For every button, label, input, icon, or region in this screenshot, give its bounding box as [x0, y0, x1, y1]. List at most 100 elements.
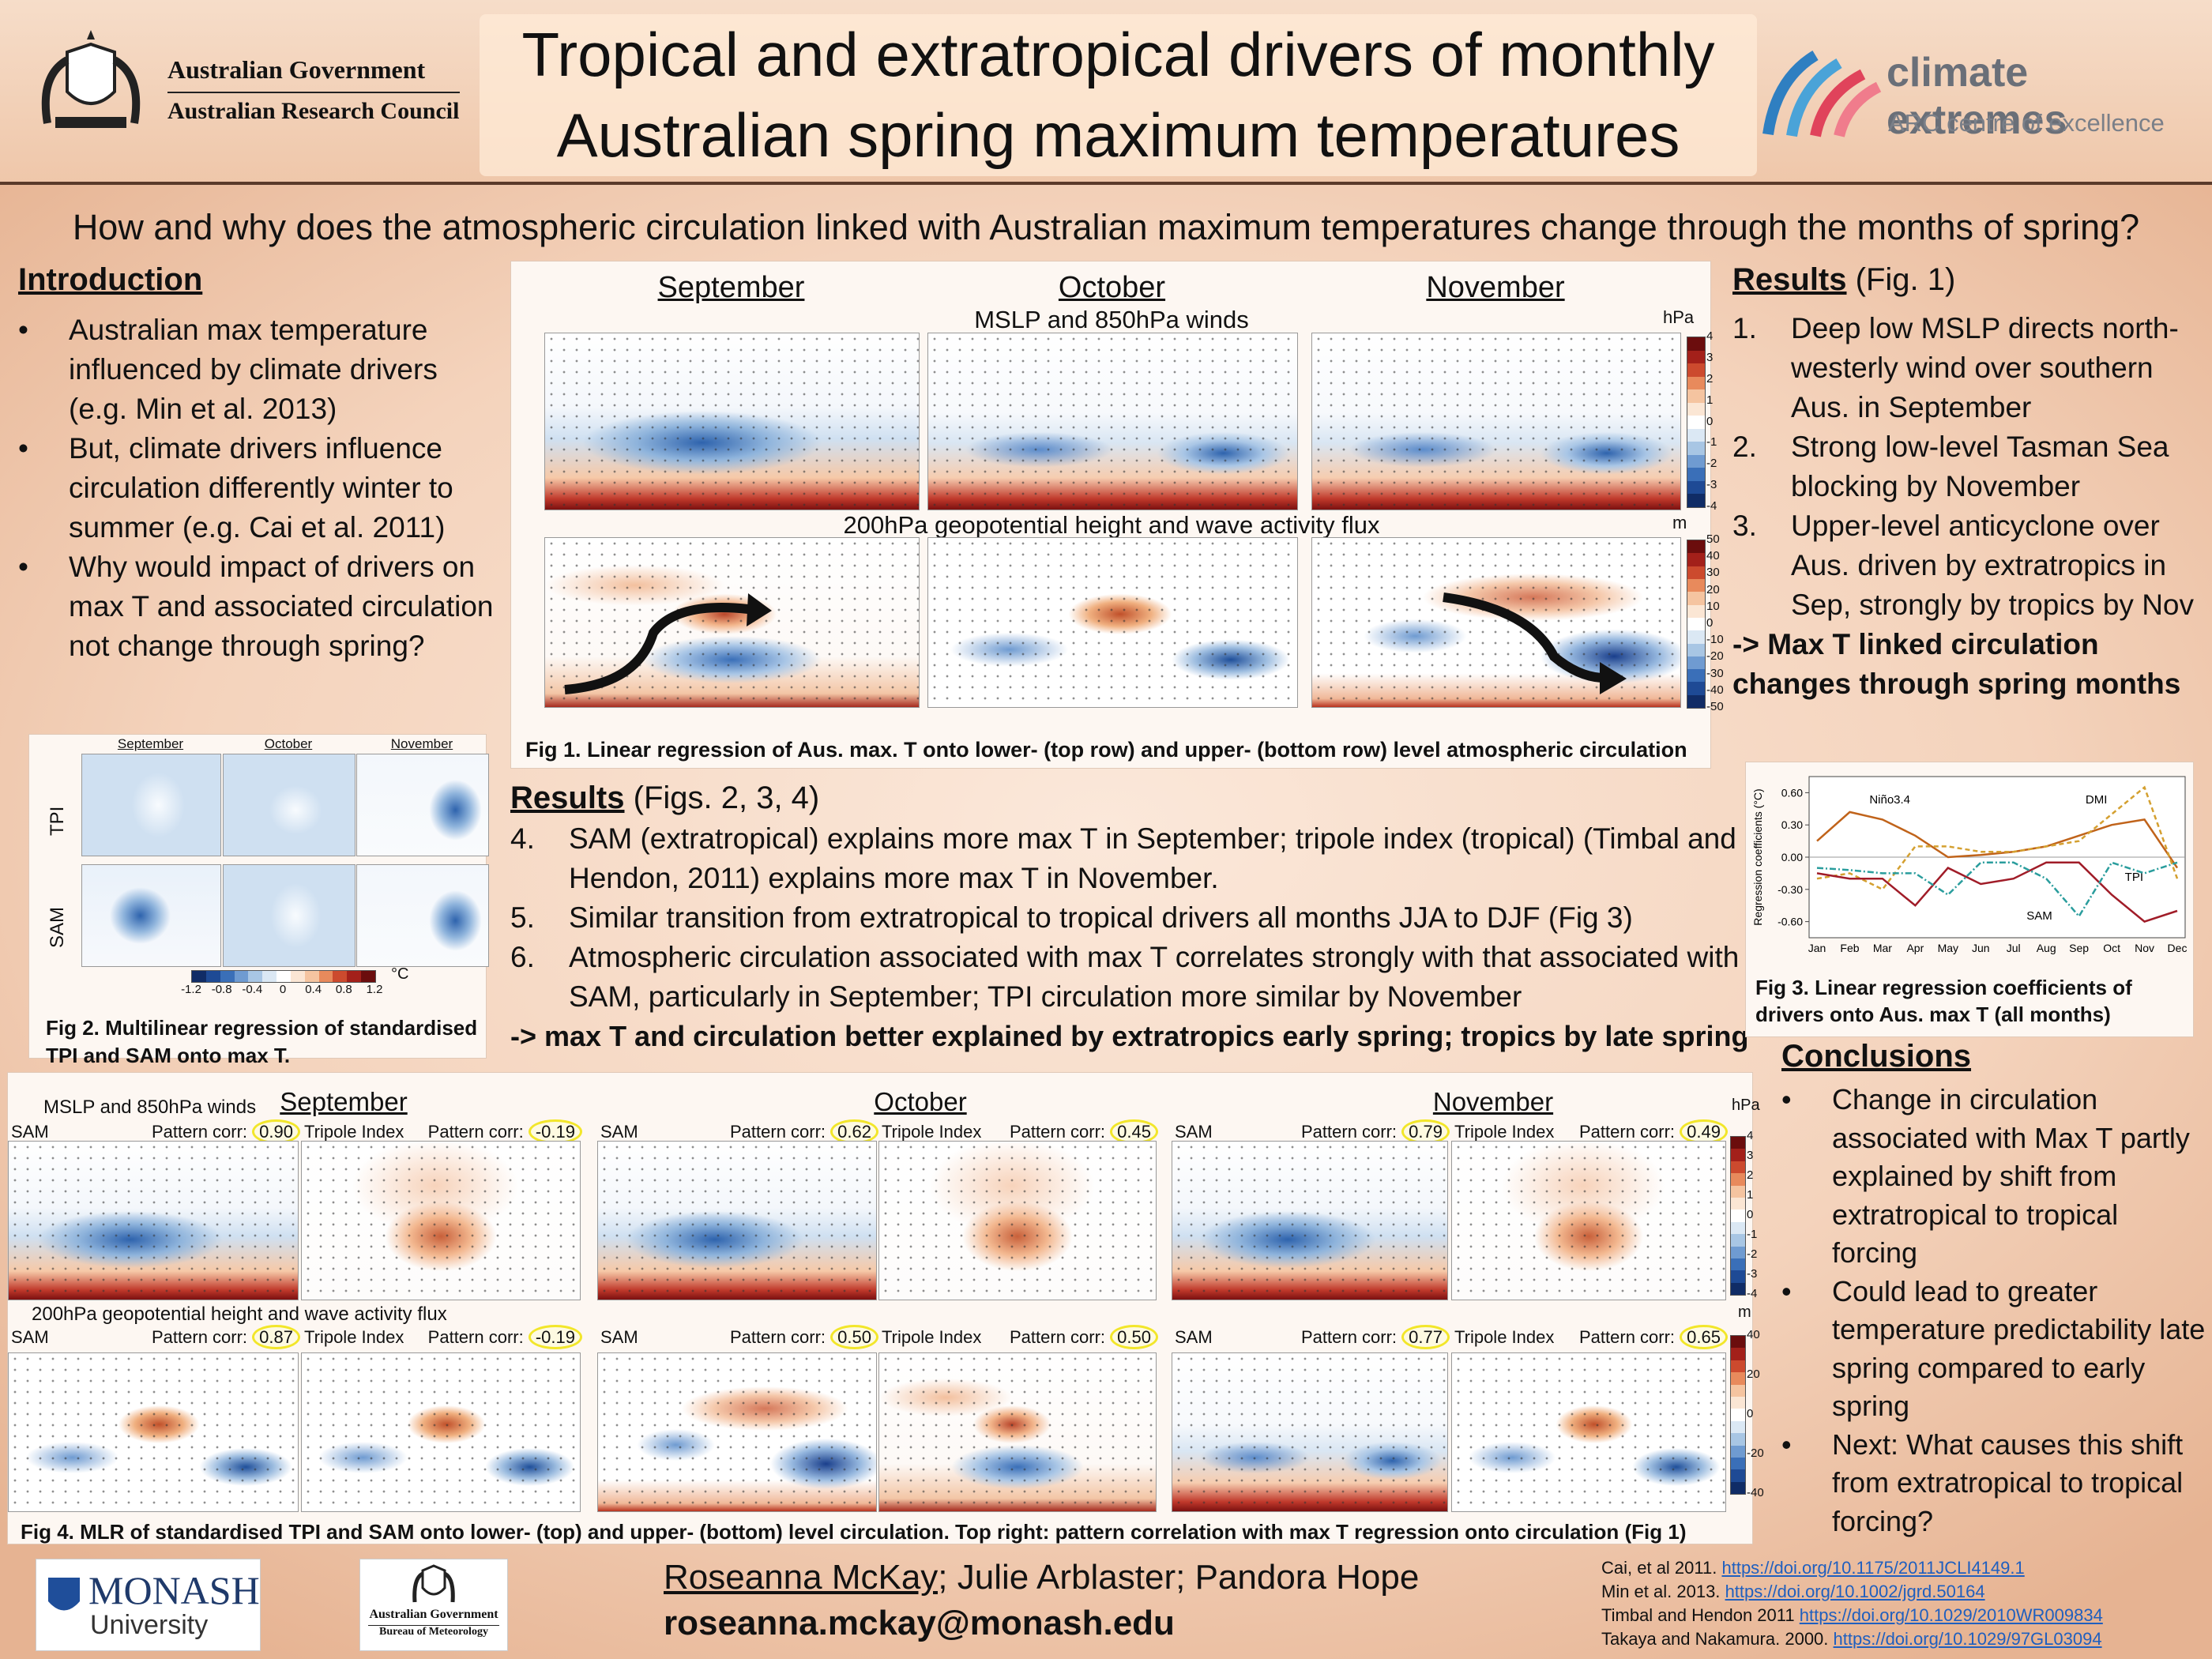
month-title: September: [657, 271, 805, 304]
colorbar-label: -20: [1747, 1446, 1764, 1460]
panel-header: SAM Pattern corr: 0.77: [1172, 1325, 1453, 1349]
month-title: November: [1432, 1087, 1554, 1116]
colorbar-cell: [1687, 494, 1705, 507]
monash-shield: [48, 1578, 80, 1611]
panel-corr: Pattern corr: 0.50: [730, 1325, 878, 1349]
colorbar-cell: [1687, 468, 1705, 481]
colorbar-cell: [276, 971, 291, 982]
title-box: Tropical and extratropical drivers of mo…: [480, 14, 1757, 176]
colorbar-cell: [1731, 1348, 1745, 1360]
bom-line1: Australian Government: [369, 1608, 498, 1621]
colorbar-cell: [1731, 1360, 1745, 1373]
corr-value: 0.90: [252, 1119, 300, 1144]
reference-link[interactable]: https://doi.org/10.1002/jgrd.50164: [1725, 1582, 1985, 1601]
bullet: But, climate drivers influence circulati…: [18, 429, 500, 547]
panel-name: Tripole Index: [304, 1327, 404, 1347]
colorbar-label: 0: [1747, 1208, 1754, 1221]
section-heading: Conclusions: [1781, 1039, 1972, 1074]
corr-value: 0.50: [830, 1325, 878, 1349]
x-tick-label: Oct: [2103, 942, 2120, 954]
colorbar-cell: [1687, 604, 1705, 618]
map: [544, 333, 920, 510]
map: [927, 333, 1298, 510]
colorbar-label: 0.4: [305, 983, 322, 996]
introduction: Introduction Australian max temperature …: [18, 262, 500, 666]
corr-value: 0.65: [1680, 1325, 1728, 1349]
title-line: Australian spring maximum temperatures: [556, 100, 1680, 170]
item-number: 6.: [510, 941, 535, 973]
month-title: October: [264, 736, 313, 751]
section-heading: Introduction: [18, 262, 203, 297]
colorbar-cell: [220, 971, 235, 982]
x-tick-label: Mar: [1873, 942, 1892, 954]
question: How and why does the atmospheric circula…: [72, 207, 2140, 247]
bom-crest: [412, 1564, 455, 1603]
map: [356, 864, 489, 967]
colorbar-label: -50: [1706, 700, 1724, 713]
colorbar-cell: [1687, 656, 1705, 670]
colorbar-label: 0: [1706, 616, 1714, 630]
results-fig234: Results (Figs. 2, 3, 4) 4. SAM (extratrop…: [510, 781, 1751, 1056]
corr-label: Pattern corr:: [1010, 1122, 1106, 1142]
corr-value: -0.19: [528, 1119, 582, 1144]
unit-label: m: [1738, 1304, 1751, 1321]
row-label: SAM: [47, 906, 68, 948]
x-tick-label: Sep: [2069, 942, 2089, 954]
figure-1: September October November MSLP and 850hPa …: [510, 261, 1724, 769]
colorbar-label: 1: [1747, 1188, 1754, 1202]
section-heading: Results: [510, 781, 625, 815]
colorbar-label: 30: [1706, 566, 1720, 580]
colorbar-cell: [1687, 592, 1705, 605]
colorbar-cell: [1687, 480, 1705, 495]
colorbar-cell: [1731, 1221, 1745, 1235]
map: [1172, 1141, 1448, 1300]
series-line: [1816, 811, 2179, 869]
colorbar-label: -3: [1747, 1267, 1758, 1281]
colorbar-cell: [1731, 1457, 1745, 1470]
unit-label: m: [1672, 513, 1687, 532]
panel-name: Tripole Index: [882, 1327, 982, 1347]
colorbar-cell: [1687, 416, 1705, 429]
numbered-item: 6. Atmospheric circulation associated wit…: [510, 938, 1751, 1017]
figure-caption: Fig 3. Linear regression coefficients of…: [1755, 976, 2132, 1026]
unit-label: hPa: [1732, 1097, 1760, 1114]
colorbar-cell: [1731, 1396, 1745, 1409]
reference-link[interactable]: https://doi.org/10.1029/97GL03094: [1833, 1629, 2102, 1649]
corr-label: Pattern corr:: [1579, 1327, 1676, 1347]
month-title: November: [390, 736, 453, 751]
reference-text: Takaya and Nakamura. 2000.: [1601, 1629, 1829, 1649]
panel-header: Tripole Index Pattern corr: 0.49: [1451, 1119, 1731, 1144]
unit-label: °C: [391, 965, 409, 983]
reference-link[interactable]: https://doi.org/10.1029/2010WR009834: [1799, 1605, 2103, 1625]
panel-name: Tripole Index: [1454, 1327, 1555, 1347]
map: [597, 1352, 877, 1512]
results-fig1: Results (Fig. 1) 1. Deep low MSLP directs…: [1732, 262, 2206, 704]
colorbar-label: -30: [1706, 666, 1724, 680]
colorbar-label: -1: [1747, 1228, 1758, 1241]
colorbar-label: 0: [279, 983, 287, 996]
author-rest: Julie Arblaster; Pandora Hope: [957, 1558, 1420, 1597]
panel-header: Tripole Index Pattern corr: 0.45: [878, 1119, 1161, 1144]
colorbar-label: 1: [1706, 393, 1714, 407]
panel-name: Tripole Index: [304, 1122, 404, 1142]
colorbar-label: 40: [1747, 1328, 1760, 1341]
colorbar-label: -40: [1706, 683, 1724, 697]
month-title: September: [280, 1087, 408, 1116]
figure-caption: Fig 4. MLR of standardised TPI and SAM o…: [21, 1520, 1687, 1544]
x-tick-label: Aug: [2037, 942, 2056, 954]
colorbar-label: 20: [1706, 582, 1720, 596]
colorbar-label: 2: [1747, 1168, 1754, 1182]
numbered-item: 3. Upper-level anticyclone over Aus. driv…: [1732, 506, 2206, 625]
reference-link[interactable]: https://doi.org/10.1175/2011JCLI4149.1: [1721, 1558, 2025, 1578]
panel-header: SAM Pattern corr: 0.62: [597, 1119, 882, 1144]
section-ref: (Fig. 1): [1855, 262, 1956, 297]
result-conclusion: -> Max T linked circulation changes thro…: [1732, 628, 2181, 700]
corr-label: Pattern corr:: [730, 1122, 826, 1142]
figure-caption: Fig 1. Linear regression of Aus. max. T …: [525, 738, 1687, 762]
bullet-text: Change in circulation associated with Ma…: [1832, 1083, 2190, 1269]
colorbar-cell: [1731, 1173, 1745, 1186]
references: Cai, et al 2011. https://doi.org/10.1175…: [1601, 1556, 2103, 1651]
numbered-item: 1. Deep low MSLP directs north-westerly w…: [1732, 309, 2206, 427]
panel-header: Tripole Index Pattern corr: -0.19: [301, 1119, 585, 1144]
corr-value: 0.87: [252, 1325, 300, 1349]
